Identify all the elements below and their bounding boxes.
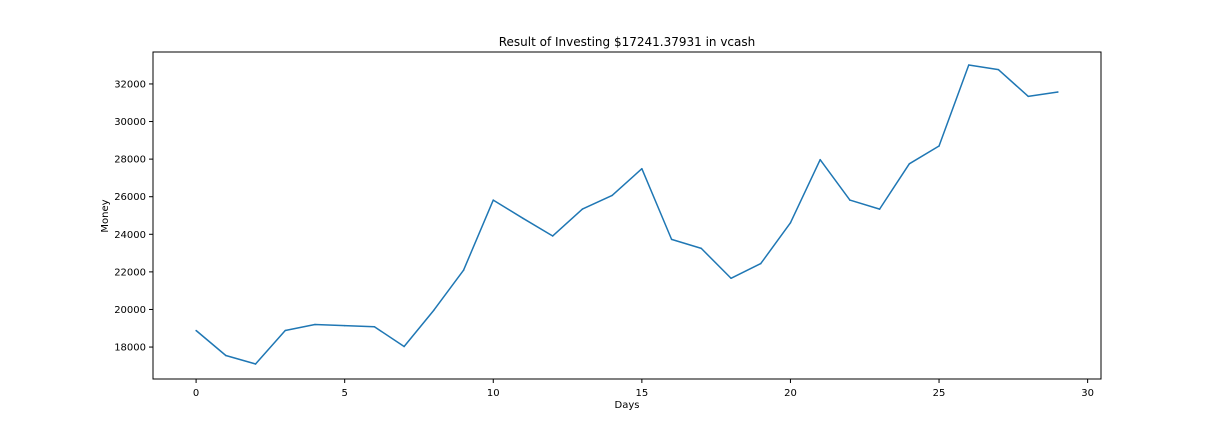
data-point [522,217,524,220]
y-tick-label: 24000 [114,230,146,241]
plot-frame [152,51,1102,380]
data-point [254,363,257,365]
data-point [581,208,584,210]
x-tick-label: 15 [635,388,648,399]
y-tick-label: 18000 [114,343,146,354]
data-point [492,199,495,201]
x-tick-label: 25 [933,388,946,399]
y-tick-label: 28000 [114,155,146,166]
x-axis-label: Days [615,400,640,411]
y-axis-label: Money [100,199,111,232]
data-point [343,324,346,327]
data-point [700,247,703,250]
data-point [462,269,465,271]
data-point [284,329,286,332]
plot-area [195,64,1059,365]
y-tick-label: 30000 [114,117,146,128]
data-point [908,163,911,165]
y-axis-ticks: 18000 20000 22000 24000 26000 28000 30000 32000 [114,79,153,354]
data-point [225,354,227,357]
x-tick-label: 10 [487,388,500,399]
data-point [938,145,940,147]
data-point [551,235,554,237]
data-point [314,323,316,326]
data-point [849,199,851,201]
data-point [819,158,821,161]
data-point [759,262,762,265]
data-point [968,64,970,66]
x-tick-label: 0 [193,388,199,399]
data-point [878,208,881,210]
data-point [1027,95,1029,98]
data-point [1057,91,1059,93]
x-tick-label: 30 [1081,388,1094,399]
data-point [730,277,732,280]
chart-title: Result of Investing $17241.37931 in vcas… [499,35,756,49]
x-tick-label: 5 [341,388,347,399]
data-point [789,222,792,224]
data-point [373,326,376,328]
x-tick-label: 20 [784,388,797,399]
x-axis-ticks: 0 5 10 15 20 25 30 [193,379,1094,399]
y-tick-label: 22000 [114,267,146,278]
data-point [997,68,1000,71]
data-point [670,238,673,241]
data-point [195,329,197,332]
series-line [195,64,1059,365]
y-tick-label: 20000 [114,305,146,316]
y-tick-label: 32000 [114,79,146,90]
y-tick-label: 26000 [114,192,146,203]
data-point [641,167,643,170]
data-point [433,309,435,311]
data-point [403,345,405,348]
data-point [611,194,613,197]
